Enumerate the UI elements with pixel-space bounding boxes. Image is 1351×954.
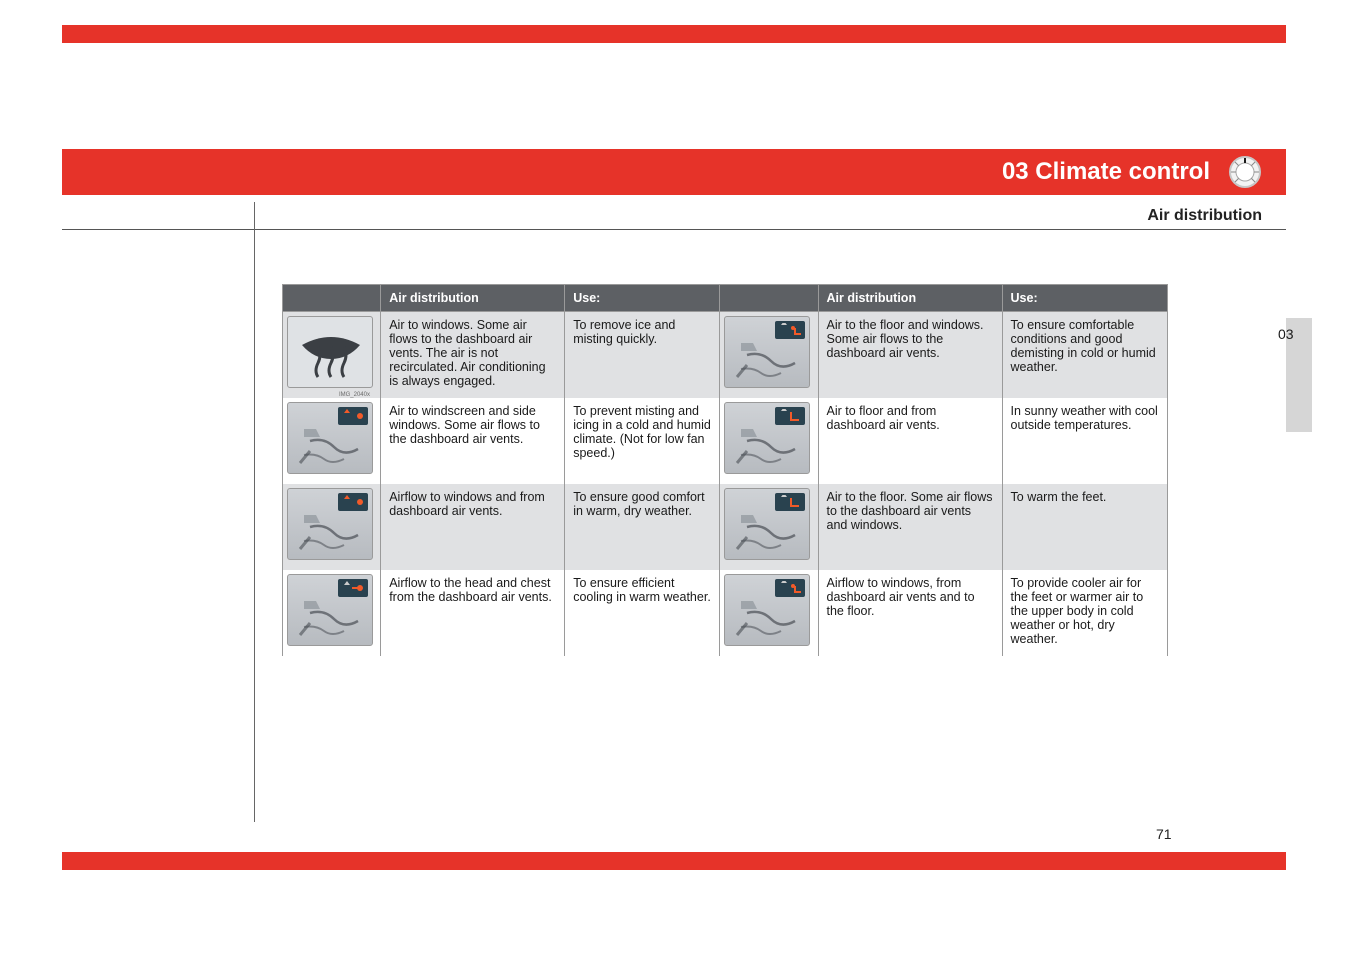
chapter-title-bar: 03 Climate control: [62, 149, 1286, 195]
table-row: Air to windscreen and side windows. Some…: [283, 398, 1168, 484]
distribution-cell-right: Air to the floor. Some air flows to the …: [818, 484, 1002, 570]
content-left-rule: [254, 202, 256, 822]
air-mode-icon: [724, 574, 810, 646]
air-mode-icon: [724, 488, 810, 560]
seat-airflow-icon: [298, 593, 368, 639]
bottom-accent-bar: [62, 852, 1286, 870]
icon-cell-left: [283, 570, 381, 656]
table-header-icon-right: [720, 285, 818, 312]
table-header-use-left: Use:: [565, 285, 720, 312]
air-mode-icon: [724, 402, 810, 474]
chapter-title: 03 Climate control: [1002, 158, 1210, 186]
seat-airflow-icon: [735, 335, 805, 381]
icon-cell-right: [720, 570, 818, 656]
table-row: Airflow to the head and chest from the d…: [283, 570, 1168, 656]
table-header-distribution-right: Air distribution: [818, 285, 1002, 312]
icon-cell-right: [720, 484, 818, 570]
defrost-icon: [288, 317, 374, 389]
distribution-cell-left: Air to windscreen and side windows. Some…: [381, 398, 565, 484]
table-row: IMG_2040xAir to windows. Some air flows …: [283, 312, 1168, 398]
use-cell-right: To ensure comfortable conditions and goo…: [1002, 312, 1167, 398]
air-mode-icon: [287, 402, 373, 474]
icon-cell-right: [720, 398, 818, 484]
air-mode-icon: [724, 316, 810, 388]
table-row: Airflow to windows and from dashboard ai…: [283, 484, 1168, 570]
distribution-cell-left: Airflow to the head and chest from the d…: [381, 570, 565, 656]
seat-airflow-icon: [735, 421, 805, 467]
seat-airflow-icon: [735, 593, 805, 639]
distribution-cell-right: Air to floor and from dashboard air vent…: [818, 398, 1002, 484]
air-mode-icon: [287, 574, 373, 646]
distribution-cell-left: Airflow to windows and from dashboard ai…: [381, 484, 565, 570]
icon-cell-right: [720, 312, 818, 398]
seat-airflow-icon: [735, 507, 805, 553]
use-cell-right: In sunny weather with cool outside tempe…: [1002, 398, 1167, 484]
use-cell-left: To prevent misting and icing in a cold a…: [565, 398, 720, 484]
distribution-cell-left: Air to windows. Some air flows to the da…: [381, 312, 565, 398]
climate-dial-icon: [1228, 155, 1262, 189]
section-subheader: Air distribution: [62, 202, 1286, 230]
seat-airflow-icon: [298, 421, 368, 467]
air-distribution-table: Air distribution Use: Air distribution U…: [282, 284, 1168, 656]
use-cell-right: To provide cooler air for the feet or wa…: [1002, 570, 1167, 656]
page-number: 71: [1156, 826, 1172, 842]
distribution-cell-right: Airflow to windows, from dashboard air v…: [818, 570, 1002, 656]
icon-cell-left: IMG_2040x: [283, 312, 381, 398]
section-title: Air distribution: [1147, 207, 1262, 225]
use-cell-left: To ensure good comfort in warm, dry weat…: [565, 484, 720, 570]
icon-cell-left: [283, 398, 381, 484]
table-header-use-right: Use:: [1002, 285, 1167, 312]
use-cell-left: To remove ice and misting quickly.: [565, 312, 720, 398]
chapter-side-number: 03: [1278, 326, 1294, 342]
air-mode-icon: [287, 488, 373, 560]
table-header-icon-left: [283, 285, 381, 312]
icon-cell-left: [283, 484, 381, 570]
use-cell-left: To ensure efficient cooling in warm weat…: [565, 570, 720, 656]
air-mode-icon: IMG_2040x: [287, 316, 373, 388]
distribution-cell-right: Air to the floor and windows. Some air f…: [818, 312, 1002, 398]
use-cell-right: To warm the feet.: [1002, 484, 1167, 570]
seat-airflow-icon: [298, 507, 368, 553]
top-accent-bar: [62, 25, 1286, 43]
table-header-distribution-left: Air distribution: [381, 285, 565, 312]
